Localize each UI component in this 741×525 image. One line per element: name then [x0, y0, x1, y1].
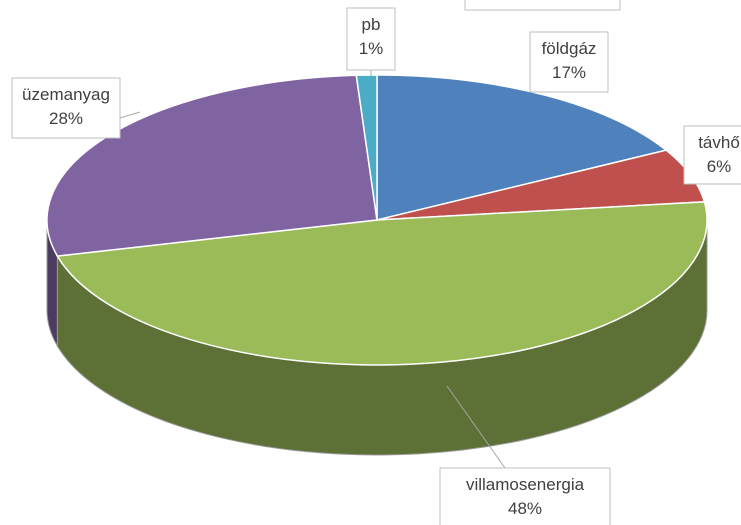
leader-line [446, 385, 506, 469]
slice [355, 74, 378, 221]
leader-line [119, 111, 141, 119]
value-label: 1% [359, 39, 384, 58]
category-label: villamosenergia [466, 475, 585, 494]
label-box [346, 7, 396, 71]
category-label: földgáz [542, 39, 597, 58]
category-label: pb [362, 15, 381, 34]
value-label: 6% [707, 157, 732, 176]
value-label: 28% [49, 109, 83, 128]
label-box [439, 467, 611, 525]
category-label: távhő [698, 133, 740, 152]
slice [376, 74, 668, 221]
slice [56, 201, 708, 366]
label-box [683, 125, 741, 185]
label-box [11, 77, 121, 139]
value-label: 17% [552, 63, 586, 82]
value-label: 48% [508, 499, 542, 518]
empty-box [464, 0, 621, 11]
category-label: üzemanyag [22, 85, 110, 104]
label-box [529, 31, 609, 93]
